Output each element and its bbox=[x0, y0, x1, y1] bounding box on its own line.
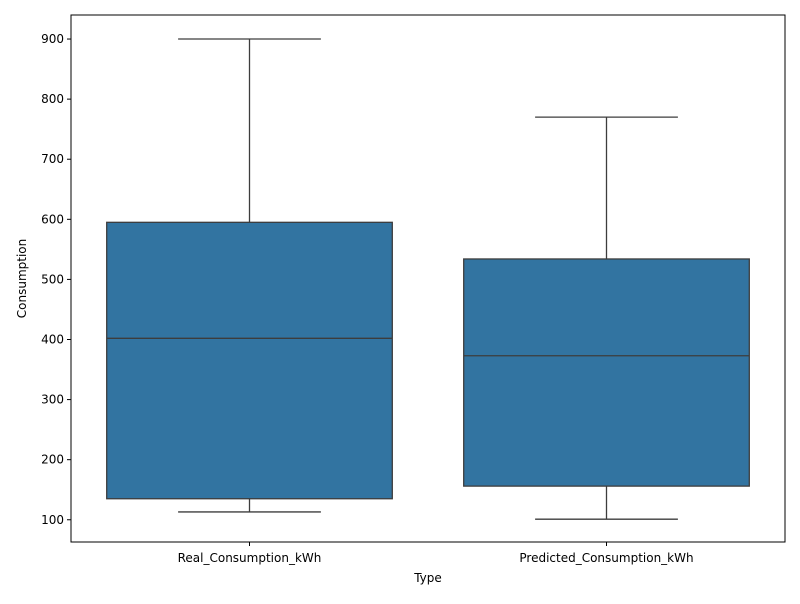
box-iqr bbox=[106, 221, 393, 500]
y-tick-label: 700 bbox=[41, 152, 64, 166]
y-tick-label: 500 bbox=[41, 272, 64, 286]
y-tick-label: 400 bbox=[41, 332, 64, 346]
box-group-1 bbox=[463, 116, 750, 520]
y-tick-label: 800 bbox=[41, 92, 64, 106]
box-group-0 bbox=[106, 38, 393, 513]
x-tick-label: Real_Consumption_kWh bbox=[178, 551, 322, 565]
y-tick-label: 600 bbox=[41, 212, 64, 226]
y-tick-label: 900 bbox=[41, 32, 64, 46]
y-tick-label: 100 bbox=[41, 513, 64, 527]
y-tick-label: 300 bbox=[41, 393, 64, 407]
y-axis-title: Consumption bbox=[15, 239, 29, 318]
axes-frame bbox=[70, 14, 786, 543]
x-tick-label: Predicted_Consumption_kWh bbox=[519, 551, 693, 565]
y-tick-label: 200 bbox=[41, 453, 64, 467]
y-axis: 100 200 300 400 500 600 700 800 900 bbox=[41, 32, 71, 527]
plot-area bbox=[106, 38, 750, 520]
box-iqr bbox=[463, 258, 750, 487]
x-axis: Real_Consumption_kWh Predicted_Consumptio… bbox=[178, 542, 694, 565]
x-axis-title: Type bbox=[413, 571, 442, 585]
